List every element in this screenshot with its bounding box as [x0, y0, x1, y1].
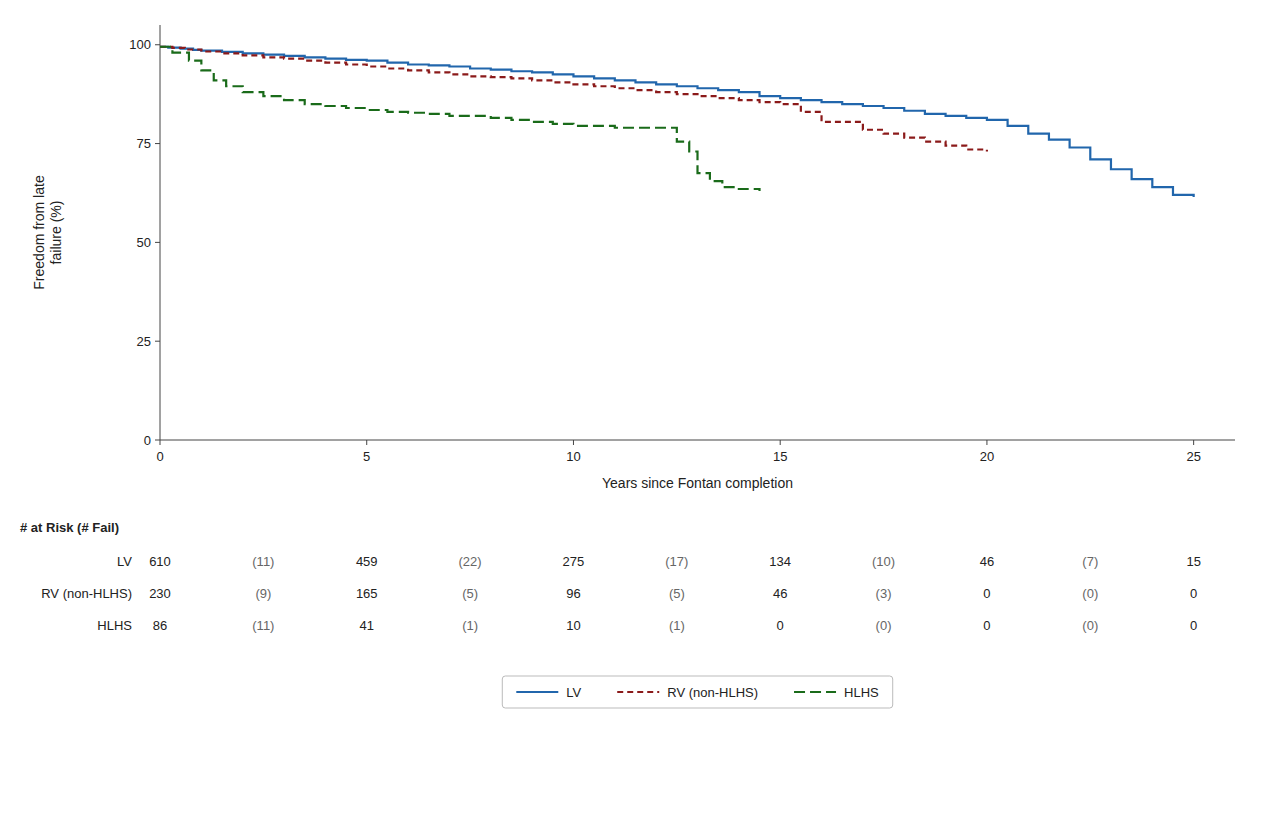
x-tick-label: 5 [363, 449, 370, 464]
y-tick [155, 143, 160, 144]
risk-value: (17) [665, 554, 688, 569]
legend-label: LV [566, 685, 581, 700]
x-tick-label: 25 [1186, 449, 1200, 464]
risk-value: 46 [980, 554, 994, 569]
risk-value: 0 [983, 586, 990, 601]
risk-value: 275 [563, 554, 585, 569]
risk-value: (0) [876, 618, 892, 633]
x-axis-label: Years since Fontan completion [602, 475, 793, 491]
y-tick [155, 440, 160, 441]
risk-value: 0 [777, 618, 784, 633]
risk-row-label: LV [117, 554, 132, 569]
survival-curve [160, 47, 760, 191]
risk-value: 230 [149, 586, 171, 601]
legend-item: HLHS [794, 685, 879, 700]
risk-value: (3) [876, 586, 892, 601]
legend-swatch [516, 691, 558, 693]
risk-value: 610 [149, 554, 171, 569]
risk-value: (11) [252, 554, 274, 569]
risk-value: 96 [566, 586, 580, 601]
plot-area [160, 47, 1194, 197]
risk-value: (0) [1082, 618, 1098, 633]
risk-value: 0 [1190, 586, 1197, 601]
risk-value: (1) [669, 618, 685, 633]
risk-value: 134 [769, 554, 791, 569]
x-tick-label: 15 [773, 449, 787, 464]
legend-frame [502, 676, 892, 708]
x-tick [986, 440, 987, 445]
y-axis-label: Freedom from latefailure (%) [31, 175, 64, 290]
x-tick [1193, 440, 1194, 445]
risk-value: 0 [1190, 618, 1197, 633]
risk-value: 459 [356, 554, 378, 569]
risk-value: 10 [566, 618, 580, 633]
legend-label: RV (non-HLHS) [667, 685, 758, 700]
risk-value: 46 [773, 586, 787, 601]
risk-value: 86 [153, 618, 167, 633]
risk-row-label: HLHS [97, 618, 132, 633]
legend-swatch [617, 691, 659, 693]
y-tick-label: 100 [129, 37, 151, 52]
legend-label: HLHS [844, 685, 879, 700]
x-tick [573, 440, 574, 445]
risk-row-label: RV (non-HLHS) [41, 586, 132, 601]
x-tick [366, 440, 367, 445]
y-tick-label: 25 [137, 334, 151, 349]
risk-value: 0 [983, 618, 990, 633]
risk-value: 165 [356, 586, 378, 601]
risk-value: (10) [872, 554, 895, 569]
y-tick [155, 242, 160, 243]
x-tick [160, 440, 161, 445]
risk-table-header: # at Risk (# Fail) [20, 520, 119, 535]
risk-value: 41 [359, 618, 373, 633]
risk-value: (9) [255, 586, 271, 601]
x-tick-label: 0 [156, 449, 163, 464]
risk-value: (5) [462, 586, 478, 601]
chart: 02550751000510152025Years since Fontan c… [0, 0, 1273, 835]
risk-value: (7) [1082, 554, 1098, 569]
y-tick [155, 341, 160, 342]
y-tick-label: 0 [144, 433, 151, 448]
survival-curve [160, 47, 1194, 197]
x-tick [780, 440, 781, 445]
risk-value: (22) [459, 554, 482, 569]
x-tick-label: 20 [980, 449, 994, 464]
legend-swatch [794, 691, 836, 693]
y-tick-label: 75 [137, 136, 151, 151]
legend-item: LV [516, 685, 581, 700]
y-tick-label: 50 [137, 235, 151, 250]
x-tick-label: 10 [566, 449, 580, 464]
legend-item: RV (non-HLHS) [617, 685, 758, 700]
x-axis-line [160, 440, 1235, 441]
y-tick [155, 44, 160, 45]
risk-value: (5) [669, 586, 685, 601]
y-axis-line [160, 25, 161, 440]
risk-value: (0) [1082, 586, 1098, 601]
risk-value: (1) [462, 618, 478, 633]
risk-value: (11) [252, 618, 274, 633]
risk-value: 15 [1186, 554, 1200, 569]
legend: LV RV (non-HLHS) HLHS [502, 676, 892, 708]
